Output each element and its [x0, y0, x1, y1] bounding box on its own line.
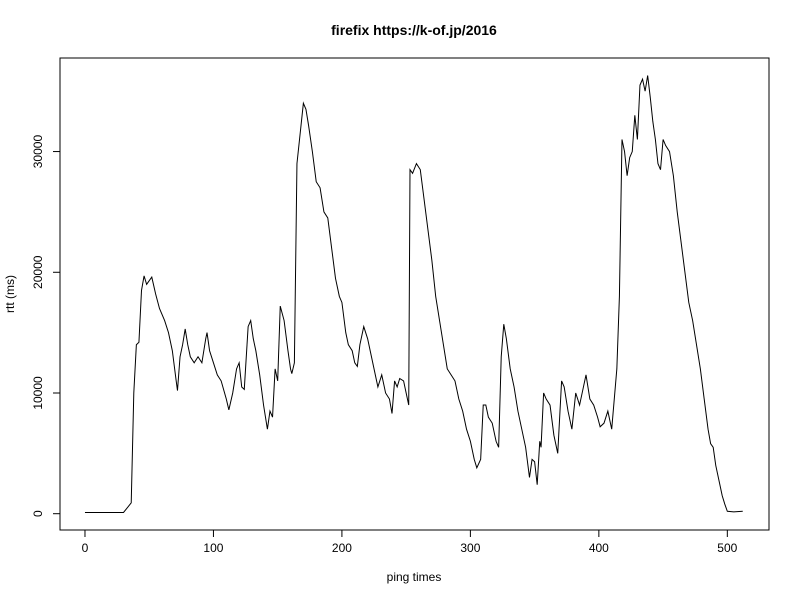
y-axis-label: rtt (ms): [3, 275, 17, 313]
y-tick-label: 20000: [31, 255, 45, 289]
x-tick-label: 100: [203, 541, 223, 555]
x-tick-label: 0: [82, 541, 89, 555]
y-tick-label: 30000: [31, 135, 45, 169]
chart-title: firefix https://k-of.jp/2016: [331, 22, 497, 38]
x-tick-label: 300: [460, 541, 480, 555]
data-line: [84, 75, 743, 513]
x-tick-label: 400: [589, 541, 609, 555]
x-tick-label: 500: [717, 541, 737, 555]
x-tick-label: 200: [332, 541, 352, 555]
x-axis-label: ping times: [387, 570, 442, 584]
y-tick-label: 10000: [31, 376, 45, 410]
y-tick-label: 0: [31, 510, 45, 517]
